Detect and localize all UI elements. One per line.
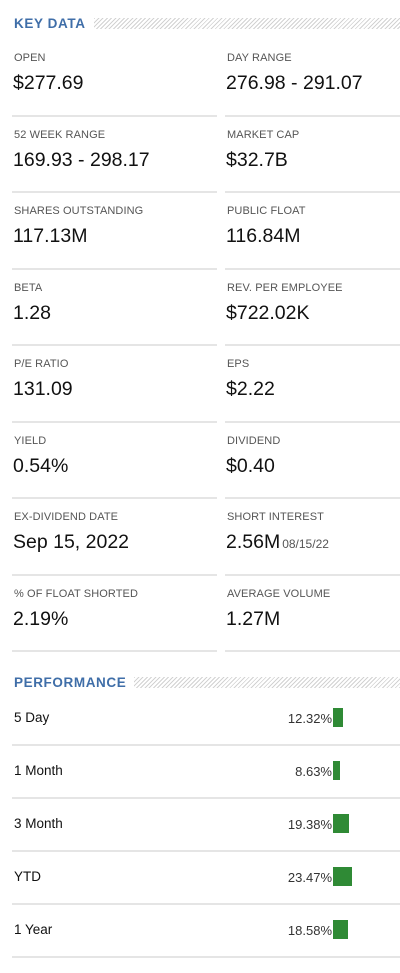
key-data-ex-dividend-date: EX-DIVIDEND DATE Sep 15, 2022 — [12, 499, 217, 576]
performance-value: 23.47% — [287, 870, 332, 885]
key-data-row: P/E RATIO 131.09 EPS $2.22 — [12, 346, 400, 423]
key-data-value: 131.09 — [13, 378, 73, 400]
key-data-value: $32.7B — [226, 148, 288, 171]
key-data-value: $277.69 — [13, 72, 84, 94]
key-data-label: 52 WEEK RANGE — [14, 128, 106, 141]
key-data-yield: YIELD 0.54% — [12, 423, 217, 499]
key-data-label: REV. PER EMPLOYEE — [227, 281, 343, 294]
key-data-value: $722.02K — [226, 301, 310, 324]
key-data-pe-ratio: P/E RATIO 131.09 — [12, 346, 217, 423]
performance-header: PERFORMANCE — [14, 674, 400, 690]
performance-row-ytd: YTD 23.47% — [12, 852, 400, 905]
key-data-public-float: PUBLIC FLOAT 116.84M — [225, 193, 400, 270]
key-data-value: 1.27M — [226, 607, 281, 630]
key-data-value: 2.19% — [13, 607, 69, 630]
performance-period: YTD — [14, 869, 41, 884]
key-data-row: SHARES OUTSTANDING 117.13M PUBLIC FLOAT … — [12, 193, 400, 270]
key-data-value: 2.56M 08/15/22 — [226, 531, 329, 554]
key-data-52-week-range: 52 WEEK RANGE 169.93 - 298.17 — [12, 117, 217, 193]
key-data-label: DAY RANGE — [227, 52, 292, 64]
key-data-label: OPEN — [14, 52, 46, 64]
key-data-value: 1.28 — [13, 301, 51, 324]
short-interest-value: 2.56M — [226, 531, 281, 553]
key-data-row: % OF FLOAT SHORTED 2.19% AVERAGE VOLUME … — [12, 576, 400, 652]
performance-title: PERFORMANCE — [14, 674, 127, 690]
key-data-open: OPEN $277.69 — [12, 40, 217, 117]
performance-bar — [333, 814, 349, 833]
key-data-label: EX-DIVIDEND DATE — [14, 511, 119, 523]
key-data-row: OPEN $277.69 DAY RANGE 276.98 - 291.07 — [12, 40, 400, 117]
performance-period: 5 Day — [14, 710, 50, 725]
key-data-label: YIELD — [14, 434, 47, 447]
performance-bar — [333, 761, 340, 780]
key-data-label: PUBLIC FLOAT — [227, 205, 306, 217]
key-data-row: BETA 1.28 REV. PER EMPLOYEE $722.02K — [12, 270, 400, 346]
key-data-label: SHORT INTEREST — [227, 511, 324, 523]
performance-period: 3 Month — [14, 816, 63, 831]
key-data-header: KEY DATA — [14, 15, 400, 31]
key-data-value: $0.40 — [226, 454, 275, 477]
key-data-row: EX-DIVIDEND DATE Sep 15, 2022 SHORT INTE… — [12, 499, 400, 576]
performance-bar — [333, 708, 343, 727]
key-data-rev-per-employee: REV. PER EMPLOYEE $722.02K — [225, 270, 400, 346]
key-data-day-range: DAY RANGE 276.98 - 291.07 — [225, 40, 400, 117]
performance-bar — [333, 867, 352, 886]
key-data-dividend: DIVIDEND $0.40 — [225, 423, 400, 499]
performance-row-5-day: 5 Day 12.32% — [12, 693, 400, 746]
key-data-grid: OPEN $277.69 DAY RANGE 276.98 - 291.07 5… — [12, 40, 400, 652]
key-data-label: SHARES OUTSTANDING — [14, 205, 144, 217]
key-data-value: 116.84M — [226, 225, 301, 247]
performance-list: 5 Day 12.32% 1 Month 8.63% 3 Month 19.38… — [12, 693, 400, 958]
header-divider-pattern — [134, 676, 400, 688]
performance-bar — [333, 920, 348, 939]
key-data-label: P/E RATIO — [14, 358, 69, 370]
key-data-value: Sep 15, 2022 — [13, 531, 130, 553]
performance-value: 8.63% — [295, 764, 332, 779]
key-data-label: BETA — [14, 281, 43, 294]
performance-row-1-month: 1 Month 8.63% — [12, 746, 400, 799]
key-data-value: 276.98 - 291.07 — [226, 72, 363, 94]
key-data-float-shorted: % OF FLOAT SHORTED 2.19% — [12, 576, 217, 652]
key-data-row: 52 WEEK RANGE 169.93 - 298.17 MARKET CAP… — [12, 117, 400, 193]
performance-value: 18.58% — [287, 923, 332, 938]
performance-period: 1 Month — [14, 763, 63, 778]
performance-value: 19.38% — [287, 817, 332, 832]
key-data-label: AVERAGE VOLUME — [227, 587, 331, 600]
key-data-value: 117.13M — [13, 225, 88, 247]
key-data-market-cap: MARKET CAP $32.7B — [225, 117, 400, 193]
performance-value: 12.32% — [287, 711, 332, 726]
performance-row-1-year: 1 Year 18.58% — [12, 905, 400, 958]
key-data-value: 169.93 - 298.17 — [13, 148, 150, 171]
key-data-beta: BETA 1.28 — [12, 270, 217, 346]
performance-period: 1 Year — [14, 922, 53, 937]
key-data-average-volume: AVERAGE VOLUME 1.27M — [225, 576, 400, 652]
short-interest-date: 08/15/22 — [282, 537, 329, 551]
key-data-title: KEY DATA — [14, 15, 86, 31]
key-data-label: DIVIDEND — [227, 434, 281, 447]
key-data-label: % OF FLOAT SHORTED — [14, 587, 139, 600]
key-data-value: 0.54% — [13, 454, 69, 477]
key-data-row: YIELD 0.54% DIVIDEND $0.40 — [12, 423, 400, 499]
key-data-eps: EPS $2.22 — [225, 346, 400, 423]
header-divider-pattern — [93, 17, 400, 29]
key-data-value: $2.22 — [226, 378, 275, 400]
performance-row-3-month: 3 Month 19.38% — [12, 799, 400, 852]
key-data-label: EPS — [227, 358, 250, 370]
key-data-short-interest: SHORT INTEREST 2.56M 08/15/22 — [225, 499, 400, 576]
key-data-shares-outstanding: SHARES OUTSTANDING 117.13M — [12, 193, 217, 270]
key-data-label: MARKET CAP — [227, 128, 300, 141]
